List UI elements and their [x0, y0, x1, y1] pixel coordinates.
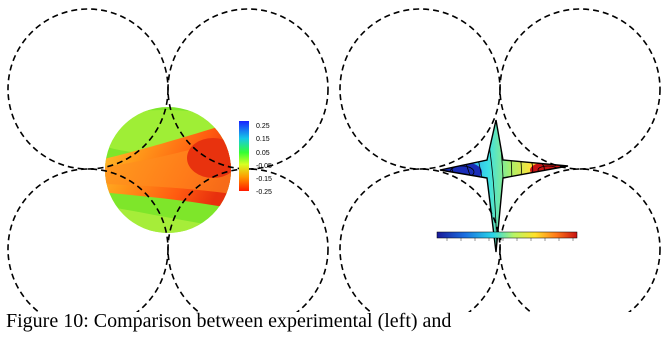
left-colorbar-tick: -0.25 [256, 189, 272, 196]
right-circle-bottom-right [499, 168, 661, 312]
right-circle-top-right [499, 8, 661, 170]
right-panel [339, 8, 661, 312]
left-circle-bottom-right [167, 168, 329, 312]
left-panel: 0.25 0.15 0.05 -0.05 -0.15 -0.25 [7, 8, 329, 312]
left-colorbar-strip [239, 121, 249, 191]
left-colorbar-tick: 0.15 [256, 136, 270, 143]
right-colorbar [436, 231, 578, 241]
left-colorbar: 0.25 0.15 0.05 -0.05 -0.15 -0.25 [239, 121, 272, 196]
left-colorbar-tick: 0.05 [256, 150, 270, 157]
measured-disc [105, 107, 231, 233]
right-circle-top-left [339, 8, 501, 170]
diamond-outline [439, 119, 569, 253]
figure-canvas: 0.25 0.15 0.05 -0.05 -0.15 -0.25 [7, 8, 661, 312]
right-circles [339, 8, 661, 312]
left-colorbar-tick: 0.25 [256, 123, 270, 130]
left-colorbar-tick: -0.15 [256, 176, 272, 183]
left-colorbar-tick: -0.05 [256, 163, 272, 170]
right-circle-bottom-left [339, 168, 501, 312]
right-colorbar-strip [436, 231, 578, 239]
figure-caption: Figure 10: Comparison between experiment… [6, 310, 452, 332]
